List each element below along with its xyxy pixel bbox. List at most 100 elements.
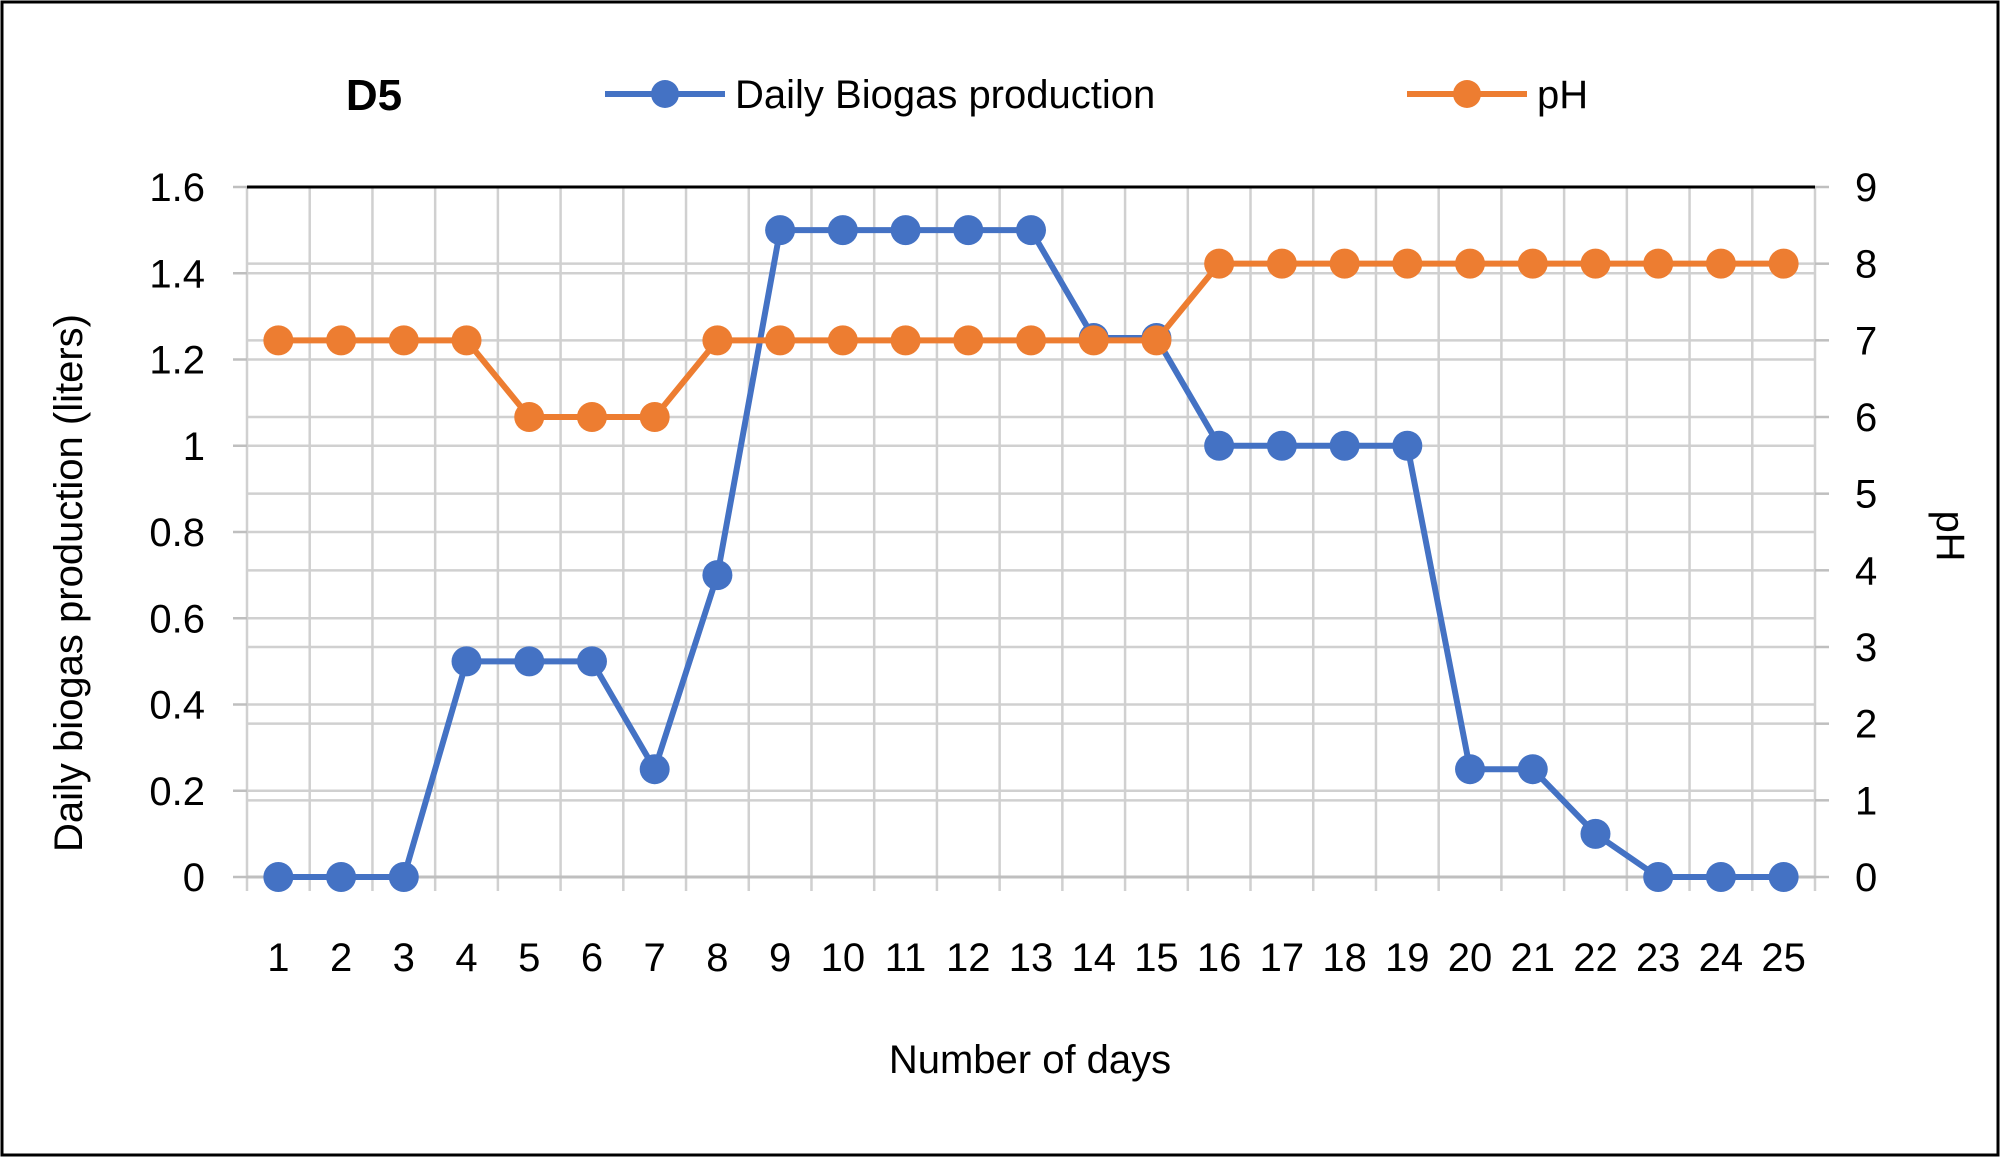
y2-tick-label: 9	[1855, 166, 1877, 210]
x-tick-label: 20	[1448, 936, 1493, 980]
data-point-ph	[639, 402, 670, 432]
data-point-ph	[388, 325, 419, 356]
x-tick-label: 13	[1009, 936, 1054, 980]
data-point-biogas	[827, 215, 858, 246]
data-point-biogas	[1643, 862, 1674, 892]
data-point-biogas	[765, 215, 796, 246]
x-tick-label: 8	[706, 936, 728, 980]
y2-tick-label: 8	[1855, 243, 1877, 287]
y-tick-label: 0.2	[149, 770, 205, 814]
y-tick-label: 1.2	[149, 339, 205, 383]
chart-title: D5	[346, 71, 402, 120]
y2-axis-label: pH	[1928, 510, 1972, 561]
data-point-ph	[1016, 325, 1046, 356]
data-point-ph	[1392, 248, 1423, 279]
y-tick-label: 0.6	[149, 597, 205, 641]
data-point-ph	[1204, 248, 1235, 279]
data-point-biogas	[1705, 862, 1736, 892]
y2-tick-label: 3	[1855, 626, 1877, 670]
x-tick-label: 15	[1134, 936, 1179, 980]
x-tick-label: 4	[455, 936, 477, 980]
data-point-biogas	[1455, 754, 1486, 785]
data-point-ph	[765, 325, 796, 356]
y-tick-label: 1	[183, 425, 205, 469]
x-tick-label: 17	[1260, 936, 1305, 980]
data-point-biogas	[639, 754, 670, 785]
data-point-ph	[953, 325, 984, 356]
data-point-biogas	[1517, 754, 1548, 785]
x-tick-label: 7	[644, 936, 666, 980]
data-point-biogas	[1329, 430, 1360, 461]
legend-biogas-label: Daily Biogas production	[735, 73, 1155, 117]
x-tick-label: 25	[1761, 936, 1806, 980]
data-point-biogas	[514, 646, 545, 677]
data-point-biogas	[326, 862, 357, 892]
x-tick-label: 1	[267, 936, 289, 980]
x-tick-label: 21	[1511, 936, 1556, 980]
data-point-biogas	[263, 862, 294, 892]
data-point-ph	[1768, 248, 1799, 279]
data-point-biogas	[702, 560, 733, 591]
data-point-ph	[1517, 248, 1548, 279]
data-point-ph	[576, 402, 607, 432]
legend: Daily Biogas production pH	[605, 73, 1588, 117]
y-axis-label: Daily biogas production (liters)	[47, 314, 91, 852]
x-tick-label: 5	[518, 936, 540, 980]
x-tick-label: 16	[1197, 936, 1242, 980]
y2-tick-label: 5	[1855, 473, 1877, 517]
x-tick-label: 10	[821, 936, 866, 980]
x-tick-label: 6	[581, 936, 603, 980]
data-point-ph	[1705, 248, 1736, 279]
x-tick-label: 14	[1071, 936, 1116, 980]
data-point-ph	[890, 325, 921, 356]
data-point-biogas	[890, 215, 921, 246]
x-tick-label: 3	[393, 936, 415, 980]
data-point-ph	[1455, 248, 1486, 279]
data-point-biogas	[576, 646, 607, 677]
y-tick-label: 0.4	[149, 684, 205, 728]
data-point-biogas	[1768, 862, 1799, 892]
data-point-ph	[1078, 325, 1109, 356]
series-layer	[263, 215, 1799, 892]
x-tick-label: 12	[946, 936, 991, 980]
x-tick-label: 9	[769, 936, 791, 980]
legend-ph-label: pH	[1537, 73, 1588, 117]
y2-tick-label: 0	[1855, 856, 1877, 900]
data-point-biogas	[1266, 430, 1297, 461]
data-point-biogas	[1204, 430, 1235, 461]
y2-tick-label: 6	[1855, 396, 1877, 440]
data-point-ph	[1329, 248, 1360, 279]
data-point-ph	[514, 402, 545, 432]
x-tick-label: 23	[1636, 936, 1681, 980]
data-point-ph	[326, 325, 357, 356]
data-point-ph	[1141, 325, 1172, 356]
data-point-ph	[1580, 248, 1611, 279]
y-tick-label: 1.4	[149, 252, 205, 296]
legend-item-ph: pH	[1407, 73, 1588, 117]
legend-item-biogas: Daily Biogas production	[605, 73, 1155, 117]
x-tick-label: 11	[885, 936, 927, 980]
data-point-biogas	[953, 215, 984, 246]
data-point-biogas	[1580, 818, 1611, 849]
data-point-ph	[451, 325, 482, 356]
x-axis-label: Number of days	[889, 1038, 1171, 1082]
data-point-biogas	[388, 862, 419, 892]
y2-tick-label: 1	[1855, 779, 1877, 823]
y2-tick-label: 4	[1855, 549, 1877, 593]
y-tick-label: 0.8	[149, 511, 205, 555]
data-point-ph	[1643, 248, 1674, 279]
data-point-ph	[827, 325, 858, 356]
x-tick-label: 18	[1322, 936, 1367, 980]
y-tick-label: 1.6	[149, 166, 205, 210]
data-point-biogas	[1392, 430, 1423, 461]
legend-ph-marker	[1453, 80, 1481, 108]
legend-biogas-marker	[651, 80, 679, 108]
data-point-biogas	[451, 646, 482, 677]
data-point-ph	[263, 325, 294, 356]
y2-tick-label: 2	[1855, 703, 1877, 747]
y-tick-label: 0	[183, 856, 205, 900]
y2-tick-label: 7	[1855, 319, 1877, 363]
